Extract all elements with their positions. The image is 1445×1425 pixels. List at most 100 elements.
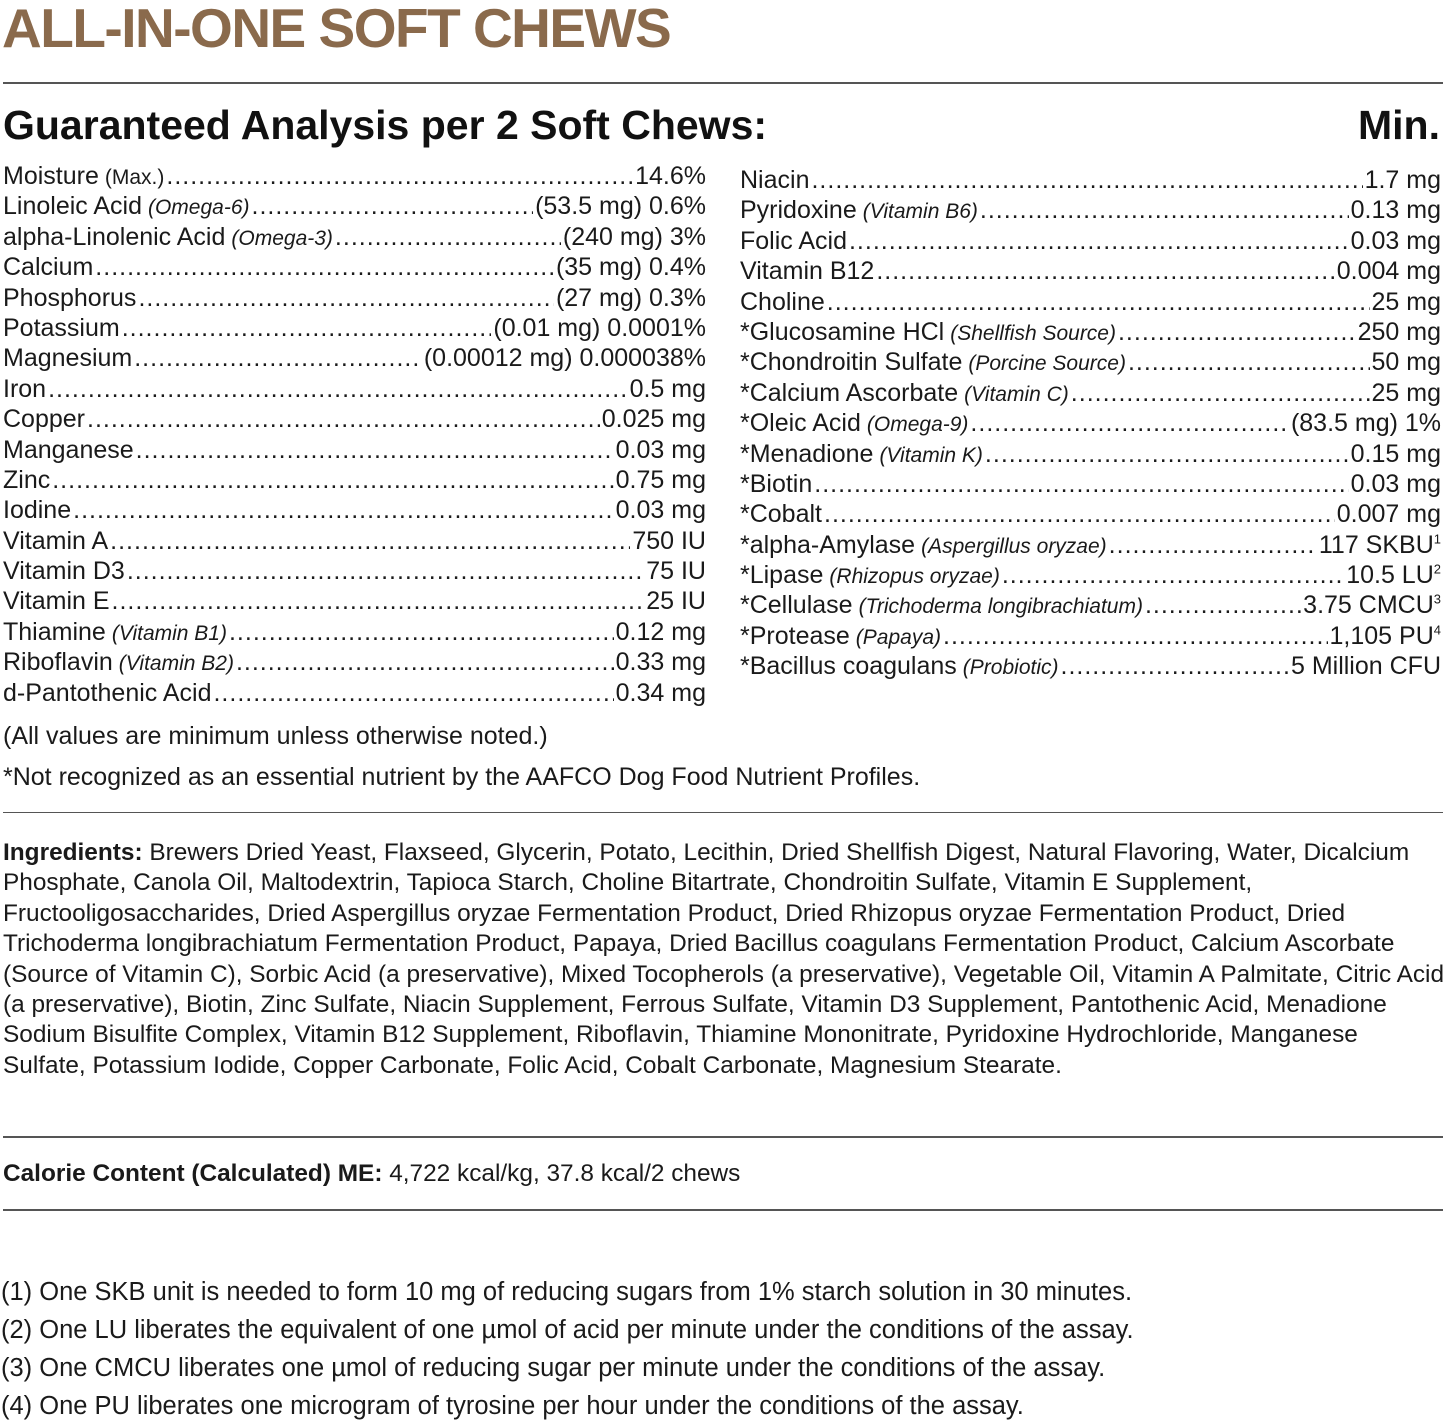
value-text: (35 mg) 0.4% [555, 253, 706, 282]
nutrient-qualifier: (Vitamin K) [879, 443, 983, 467]
dot-leader [48, 375, 627, 404]
nutrient-name: Iron [3, 374, 47, 403]
divider [3, 1209, 1443, 1211]
nutrient-qualifier: (Papaya) [855, 625, 942, 649]
dot-leader [1061, 652, 1289, 681]
dot-leader [1109, 531, 1317, 560]
dot-leader [970, 409, 1289, 438]
nutrient-value: 0.34 mg [616, 679, 706, 708]
nutrient-row: Calcium (35 mg) 0.4% [3, 253, 706, 283]
ingredients-paragraph: Ingredients: Brewers Dried Yeast, Flaxse… [3, 838, 1445, 1081]
nutrient-row: Pyridoxine(Vitamin B6) 0.13 mg [740, 196, 1441, 226]
nutrient-value: 0.03 mg [616, 496, 706, 525]
nutrient-value: 0.03 mg [616, 436, 706, 465]
nutrient-value: 0.007 mg [1337, 500, 1441, 529]
nutrient-row: Vitamin E 25 IU [3, 587, 706, 617]
nutrient-qualifier: (Probiotic) [962, 656, 1059, 680]
nutrient-row: Riboflavin(Vitamin B2) 0.33 mg [3, 648, 706, 678]
value-text: 3.75 CMCU [1303, 591, 1434, 620]
nutrient-qualifier: (Vitamin C) [964, 382, 1069, 406]
analysis-heading: Guaranteed Analysis per 2 Soft Chews: [3, 102, 768, 148]
value-text: 0.025 mg [601, 405, 706, 434]
nutrient-row: Moisture(Max.) 14.6% [3, 162, 706, 192]
nutrient-value: 0.03 mg [1351, 470, 1441, 499]
value-text: 0.004 mg [1336, 257, 1441, 286]
calorie-label: Calorie Content (Calculated) ME: [3, 1160, 383, 1187]
nutrient-name: Manganese [3, 435, 134, 464]
dot-leader [849, 227, 1349, 256]
nutrient-row: *Cobalt 0.007 mg [740, 500, 1441, 530]
divider [3, 82, 1443, 84]
nutrient-row: *Protease(Papaya) 1,105 PU4 [740, 622, 1441, 652]
footnotes: (1) One SKB unit is needed to form 10 mg… [1, 1273, 1134, 1425]
nutrient-qualifier: (Aspergillus oryzae) [921, 534, 1107, 558]
nutrient-value: 1.7 mg [1365, 166, 1441, 195]
nutrient-qualifier: (Max.) [104, 166, 165, 189]
nutrient-value: 0.12 mg [616, 618, 706, 647]
nutrient-row: Vitamin D3 75 IU [3, 557, 706, 587]
footnote-ref: 3 [1433, 592, 1441, 608]
dot-leader [122, 314, 492, 343]
nutrient-name: Phosphorus [3, 283, 137, 312]
nutrient-value: 0.004 mg [1337, 257, 1441, 286]
nutrient-row: Iodine 0.03 mg [3, 496, 706, 526]
nutrient-row: Choline 25 mg [740, 288, 1441, 318]
dot-leader [980, 196, 1349, 225]
nutrient-value: (35 mg) 0.4% [556, 253, 706, 282]
value-text: 0.34 mg [615, 678, 706, 707]
nutrient-row: Folic Acid 0.03 mg [740, 227, 1441, 257]
value-text: 1.7 mg [1364, 166, 1441, 194]
value-text: 0.03 mg [615, 435, 706, 464]
value-text: 0.75 mg [615, 465, 706, 494]
nutrient-qualifier: (Vitamin B1) [111, 621, 227, 645]
value-text: 75 IU [646, 557, 706, 586]
nutrient-row: Iron 0.5 mg [3, 375, 706, 405]
value-text: 25 IU [646, 587, 706, 616]
nutrient-name: Copper [3, 405, 85, 434]
nutrient-name: *Protease [740, 621, 850, 650]
nutrient-value: 75 IU [646, 557, 706, 586]
nutrient-value: 0.5 mg [630, 375, 706, 404]
ingredients-label: Ingredients: [3, 839, 143, 866]
footnote-ref: 4 [1433, 622, 1441, 638]
nutrient-qualifier: (Trichoderma longibrachiatum) [858, 595, 1143, 619]
nutrient-row: *Bacillus coagulans(Probiotic) 5 Million … [740, 652, 1441, 682]
divider [3, 1136, 1443, 1138]
dot-leader [110, 527, 630, 556]
nutrient-name: Pyridoxine [740, 196, 857, 225]
nutrient-name: d-Pantothenic Acid [3, 678, 212, 707]
nutrient-name: Linoleic Acid [3, 192, 142, 221]
nutrient-value: 5 Million CFU [1291, 652, 1441, 681]
nutrient-name: Calcium [3, 253, 94, 282]
nutrient-name: Magnesium [3, 344, 133, 373]
aafco-note: *Not recognized as an essential nutrient… [3, 763, 921, 791]
nutrient-qualifier: (Porcine Source) [968, 352, 1126, 376]
value-text: 25 mg [1371, 287, 1441, 316]
nutrient-name: Moisture [3, 162, 99, 190]
dot-leader [335, 223, 561, 252]
nutrient-value: (27 mg) 0.3% [556, 284, 706, 313]
nutrient-value: 750 IU [632, 527, 706, 556]
nutrient-name: Potassium [3, 313, 120, 342]
dot-leader [127, 557, 644, 586]
value-text: 250 mg [1357, 317, 1441, 346]
nutrient-value: 3.75 CMCU3 [1303, 591, 1441, 620]
analysis-header: Guaranteed Analysis per 2 Soft Chews: Mi… [3, 102, 1440, 149]
footnote: (4) One PU liberates one microgram of ty… [1, 1392, 1024, 1420]
value-text: (53.5 mg) 0.6% [535, 192, 706, 221]
nutrient-row: *Chondroitin Sulfate(Porcine Source) 50 m… [740, 348, 1441, 378]
dot-leader [134, 344, 422, 373]
nutrient-name: Vitamin E [3, 587, 110, 616]
nutrient-value: (0.00012 mg) 0.000038% [424, 344, 706, 373]
nutrient-name: *Cobalt [740, 500, 822, 529]
nutrient-value: 50 mg [1372, 348, 1441, 377]
nutrient-name: Folic Acid [740, 226, 847, 255]
nutrient-name: *Chondroitin Sulfate [740, 348, 963, 377]
nutrient-value: 0.75 mg [616, 466, 706, 495]
footnote: (2) One LU liberates the equivalent of o… [1, 1316, 1134, 1344]
nutrient-qualifier: (Omega-6) [147, 196, 250, 220]
nutrient-row: Copper 0.025 mg [3, 405, 706, 435]
nutrient-row: Vitamin A 750 IU [3, 527, 706, 557]
dot-leader [943, 622, 1328, 651]
nutrient-name: Thiamine [3, 617, 106, 646]
